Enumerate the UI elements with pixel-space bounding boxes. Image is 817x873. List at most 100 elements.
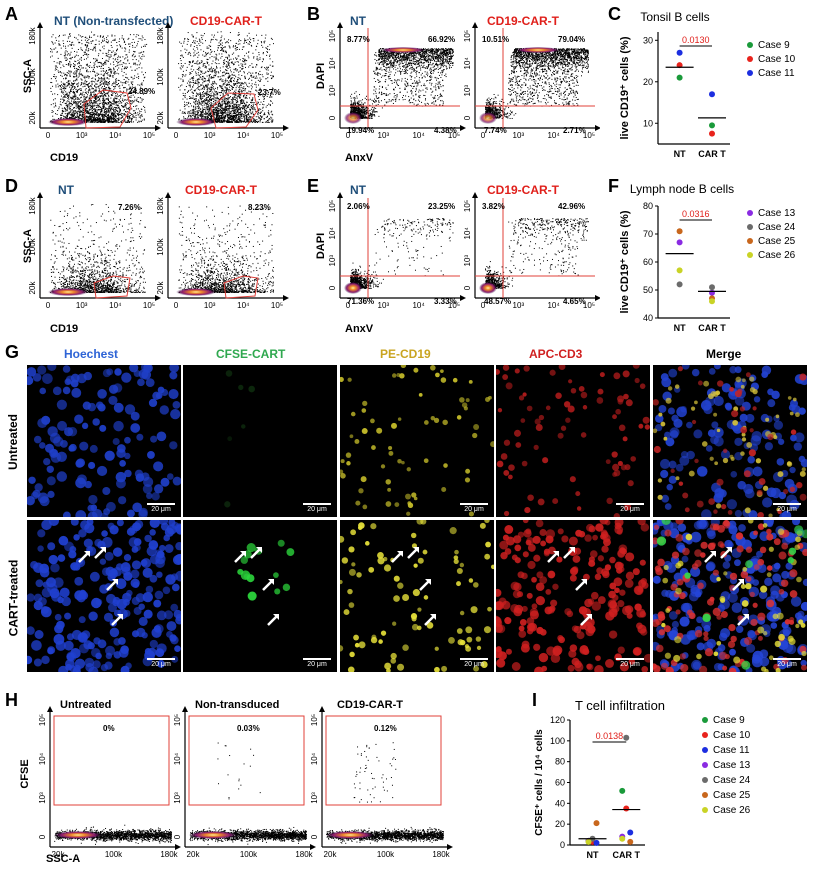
event-dot	[224, 102, 226, 104]
event-dot	[223, 117, 225, 119]
event-dot	[94, 47, 96, 49]
event-dot	[204, 108, 206, 110]
event-dot	[189, 84, 191, 86]
event-dot	[201, 97, 203, 99]
event-dot	[100, 118, 102, 120]
event-dot	[237, 113, 239, 115]
event-dot	[131, 89, 133, 91]
event-dot	[116, 42, 118, 44]
event-dot	[198, 101, 200, 103]
event-dot	[115, 115, 117, 117]
event-dot	[74, 110, 76, 112]
event-dot	[220, 112, 222, 114]
event-dot	[138, 121, 140, 123]
event-dot	[247, 106, 249, 108]
event-dot	[126, 66, 128, 68]
event-dot	[88, 102, 90, 104]
event-dot	[88, 77, 90, 79]
event-dot	[95, 88, 97, 90]
event-dot	[80, 93, 82, 95]
event-dot	[86, 46, 88, 48]
event-dot	[129, 121, 131, 123]
event-dot	[229, 75, 231, 77]
event-dot	[113, 119, 115, 121]
event-dot	[106, 69, 108, 71]
event-dot	[95, 50, 97, 52]
event-dot	[67, 64, 69, 66]
event-dot	[205, 67, 207, 69]
event-dot	[94, 85, 96, 87]
event-dot	[224, 90, 226, 92]
event-dot	[67, 54, 69, 56]
event-dot	[64, 96, 66, 98]
event-dot	[208, 110, 210, 112]
event-dot	[114, 39, 116, 41]
event-dot	[232, 116, 234, 118]
event-dot	[197, 80, 199, 82]
event-dot	[213, 113, 215, 115]
event-dot	[193, 105, 195, 107]
event-dot	[85, 88, 87, 90]
event-dot	[65, 64, 67, 66]
event-dot	[65, 50, 67, 52]
event-dot	[205, 40, 207, 42]
event-dot	[103, 100, 105, 102]
event-dot	[213, 80, 215, 82]
event-dot	[85, 107, 87, 109]
event-dot	[102, 74, 104, 76]
event-dot	[199, 86, 201, 88]
event-dot	[181, 55, 183, 57]
event-dot	[194, 103, 196, 105]
event-dot	[226, 108, 228, 110]
event-dot	[208, 76, 210, 78]
event-dot	[223, 63, 225, 65]
event-dot	[69, 65, 71, 67]
event-dot	[86, 53, 88, 55]
event-dot	[195, 82, 197, 84]
event-dot	[126, 88, 128, 90]
event-dot	[83, 110, 85, 112]
event-dot	[200, 84, 202, 86]
event-dot	[224, 71, 226, 73]
event-dot	[59, 44, 61, 46]
event-dot	[111, 113, 113, 115]
event-dot	[254, 107, 256, 109]
x-tick-label: 10³	[76, 131, 88, 140]
event-dot	[234, 99, 236, 101]
event-dot	[117, 57, 119, 59]
event-dot	[236, 108, 238, 110]
event-dot	[250, 91, 252, 93]
event-dot	[64, 51, 66, 53]
event-dot	[271, 113, 273, 115]
event-dot	[201, 112, 203, 114]
event-dot	[76, 75, 78, 77]
event-dot	[124, 47, 126, 49]
event-dot	[89, 99, 91, 101]
event-dot	[205, 85, 207, 87]
event-dot	[111, 35, 113, 37]
event-dot	[90, 112, 92, 114]
event-dot	[96, 105, 98, 107]
event-dot	[266, 51, 268, 53]
event-dot	[207, 94, 209, 96]
event-dot	[55, 37, 57, 39]
event-dot	[206, 46, 208, 48]
event-dot	[201, 111, 203, 113]
event-dot	[132, 78, 134, 80]
event-dot	[245, 115, 247, 117]
event-dot	[100, 70, 102, 72]
event-dot	[141, 119, 143, 121]
event-dot	[96, 65, 98, 67]
event-dot	[262, 58, 264, 60]
event-dot	[270, 100, 272, 102]
event-dot	[234, 103, 236, 105]
event-dot	[72, 91, 74, 93]
event-dot	[65, 77, 67, 79]
event-dot	[225, 78, 227, 80]
event-dot	[270, 111, 272, 113]
event-dot	[199, 102, 201, 104]
event-dot	[89, 119, 91, 121]
event-dot	[129, 86, 131, 88]
event-dot	[219, 79, 221, 81]
event-dot	[103, 114, 105, 116]
